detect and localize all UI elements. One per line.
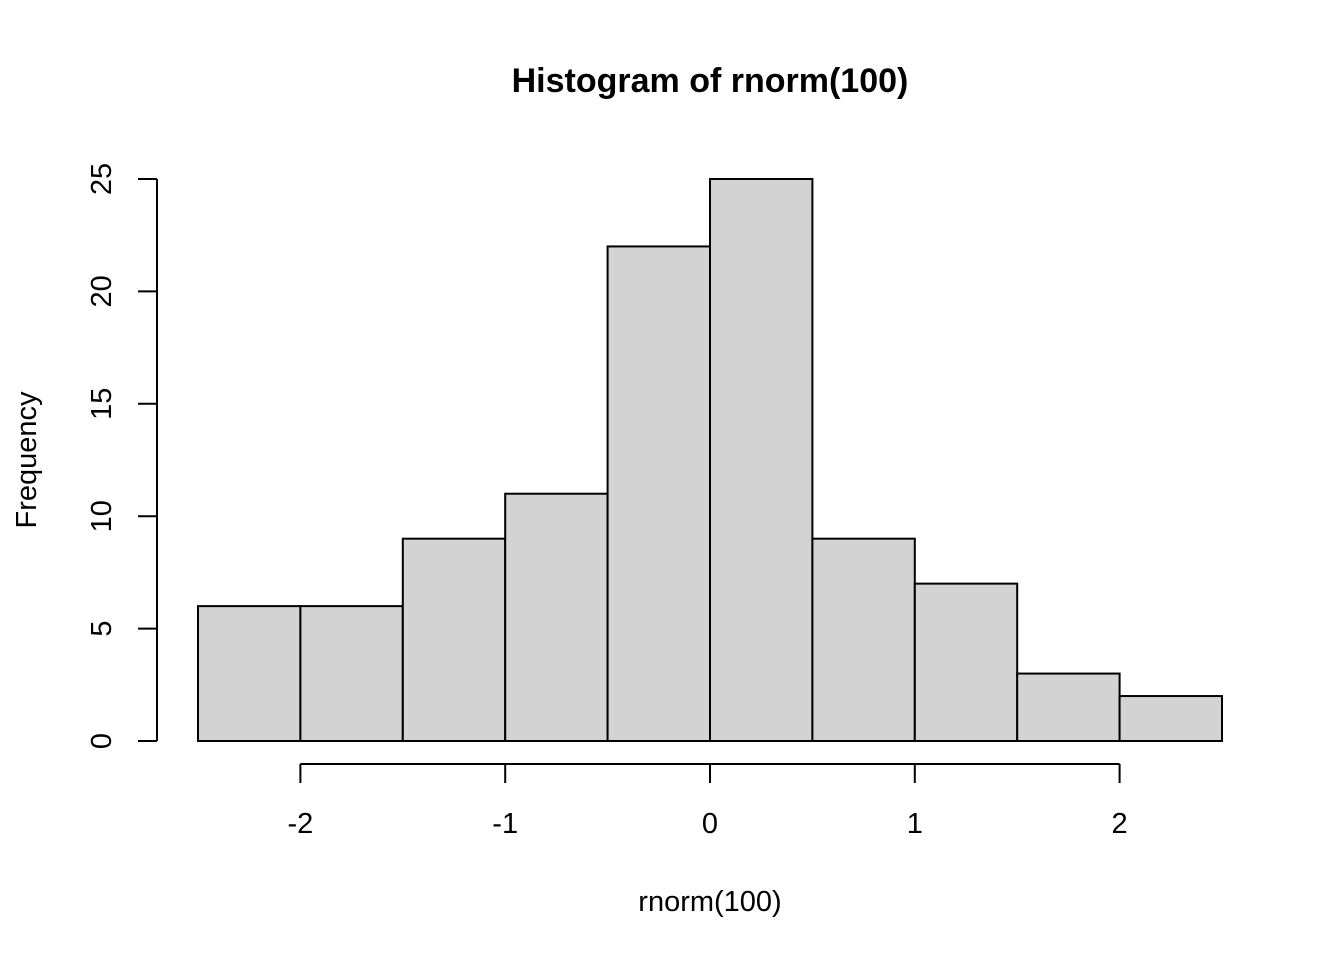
histogram-bar-7 <box>913 582 1019 743</box>
histogram-bar-6 <box>811 537 916 742</box>
x-tick-label-1: -1 <box>492 808 518 840</box>
y-axis: 0 5 10 15 20 25 <box>86 163 158 749</box>
x-tick-label-0: -2 <box>288 808 314 840</box>
y-tick-label-3: 15 <box>86 388 118 420</box>
x-tick-label-4: 2 <box>1112 808 1128 840</box>
y-tick-label-4: 20 <box>86 275 118 307</box>
x-axis-label: rnorm(100) <box>638 886 781 918</box>
histogram-bar-9 <box>1118 695 1223 742</box>
y-tick-label-2: 10 <box>86 500 118 532</box>
y-tick-label-5: 25 <box>86 163 118 195</box>
histogram-bar-8 <box>1016 672 1121 742</box>
y-axis-label: Frequency <box>11 391 43 529</box>
x-axis: -2 -1 0 1 2 <box>288 763 1128 840</box>
histogram-bar-1 <box>299 605 404 742</box>
x-tick-label-3: 1 <box>907 808 923 840</box>
y-tick-label-1: 5 <box>86 621 118 637</box>
histogram-bar-0 <box>197 605 302 742</box>
histogram-bar-2 <box>401 537 507 742</box>
bars-group <box>197 178 1223 743</box>
x-tick-label-2: 0 <box>702 808 718 840</box>
y-tick-label-0: 0 <box>86 733 118 749</box>
histogram-bar-5 <box>709 178 814 742</box>
histogram-bar-4 <box>606 245 711 742</box>
chart-title: Histogram of rnorm(100) <box>512 62 909 100</box>
histogram-bar-3 <box>504 492 609 742</box>
